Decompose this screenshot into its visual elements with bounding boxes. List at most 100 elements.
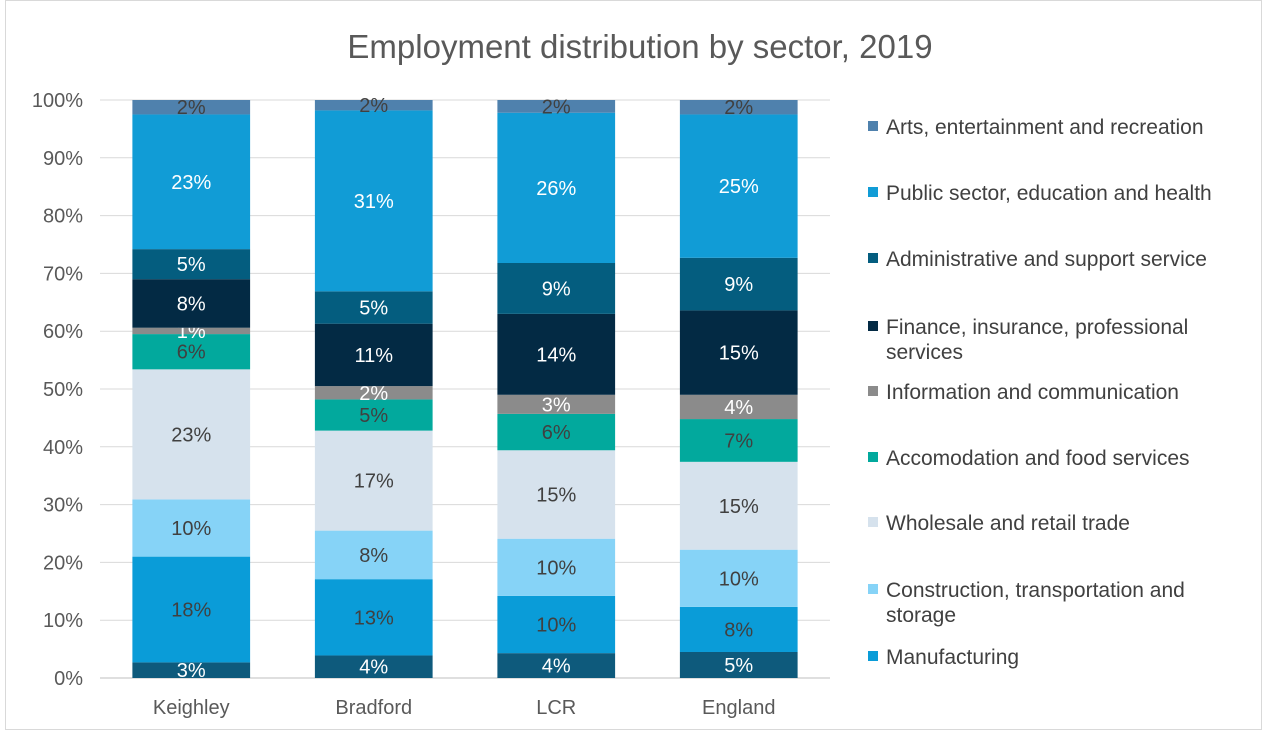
legend-label: Manufacturing [886, 646, 1019, 669]
legend-item: Manufacturing [868, 646, 1019, 669]
legend-swatch [868, 253, 878, 263]
bar-segment [314, 386, 433, 400]
legend-item: Arts, entertainment and recreation [868, 116, 1204, 139]
data-label: 26% [536, 178, 576, 200]
y-tick-label: 80% [43, 206, 83, 228]
x-tick-label: Bradford [335, 697, 412, 719]
bar-segment [314, 110, 433, 292]
y-axis-ticks: 0% 10% 20% 30% 40% 50% 60% 70% 80% 90% 100% [32, 90, 83, 690]
bar-segment [679, 651, 798, 678]
legend-label: storage [886, 604, 956, 627]
data-label: 10% [536, 557, 576, 579]
y-tick-label: 0% [54, 668, 83, 690]
y-tick-label: 90% [43, 148, 83, 170]
data-label: 23% [171, 424, 211, 446]
bar-segment [679, 257, 798, 311]
y-tick-label: 70% [43, 263, 83, 285]
bar-segment [132, 499, 251, 557]
bar-segment [314, 530, 433, 580]
legend-swatch [868, 517, 878, 527]
bar-segment [679, 606, 798, 652]
bar-segment [314, 399, 433, 431]
data-label: 7% [724, 430, 753, 452]
y-tick-label: 10% [43, 610, 83, 632]
bar-segment [497, 413, 616, 451]
bars: 3%18%10%23%6%1%8%5%23%2%4%13%8%17%5%2%11… [132, 95, 798, 682]
legend-label: Information and communication [886, 381, 1179, 404]
data-label: 4% [359, 657, 388, 679]
data-label: 15% [719, 343, 759, 365]
bar-segment [679, 419, 798, 462]
bar-segment [679, 461, 798, 550]
data-label: 4% [542, 656, 571, 678]
bar-segment [679, 310, 798, 395]
data-label: 3% [177, 660, 206, 682]
legend-label: Arts, entertainment and recreation [886, 116, 1204, 139]
data-label: 2% [177, 97, 206, 119]
legend-item: Information and communication [868, 381, 1179, 404]
data-label: 11% [354, 345, 393, 367]
bar-segment [132, 556, 251, 663]
data-label: 5% [724, 655, 753, 677]
x-tick-label: LCR [536, 697, 576, 719]
data-label: 8% [724, 619, 753, 641]
data-label: 5% [177, 254, 206, 276]
x-tick-label: England [702, 697, 775, 719]
bar-segment [314, 579, 433, 656]
legend-item: Wholesale and retail trade [868, 512, 1130, 535]
data-label: 13% [354, 607, 394, 629]
data-label: 10% [536, 615, 576, 637]
y-tick-label: 20% [43, 552, 83, 574]
data-label: 6% [542, 422, 571, 444]
data-label: 5% [359, 298, 388, 320]
data-label: 10% [171, 518, 211, 540]
bar-segment [132, 369, 251, 500]
y-tick-label: 100% [32, 90, 83, 112]
data-label: 5% [359, 405, 388, 427]
bar-segment [497, 538, 616, 596]
data-label: 2% [359, 383, 388, 405]
legend-swatch [868, 321, 878, 331]
data-label: 2% [724, 97, 753, 119]
legend-swatch [868, 386, 878, 396]
bar-segment [497, 653, 616, 678]
data-label: 2% [359, 95, 388, 117]
legend-label: Administrative and support service [886, 248, 1207, 271]
data-label: 15% [719, 496, 759, 518]
legend: Arts, entertainment and recreation Public… [868, 116, 1212, 669]
legend-label: services [886, 341, 963, 364]
bar-segment [679, 394, 798, 420]
x-axis-ticks: Keighley Bradford LCR England [153, 697, 776, 719]
legend-swatch [868, 187, 878, 197]
data-label: 18% [171, 600, 211, 622]
bar-segment [132, 100, 251, 115]
data-label: 4% [724, 397, 753, 419]
legend-swatch [868, 584, 878, 594]
bar-segment [132, 334, 251, 370]
y-tick-label: 30% [43, 495, 83, 517]
bar-segment [314, 655, 433, 678]
y-tick-label: 40% [43, 437, 83, 459]
data-label: 6% [177, 342, 206, 364]
bar-segment [314, 430, 433, 531]
data-label: 8% [359, 545, 388, 567]
legend-item: Administrative and support service [868, 248, 1207, 271]
data-label: 14% [536, 344, 576, 366]
x-tick-label: Keighley [153, 697, 230, 719]
bar-segment [497, 313, 616, 395]
legend-swatch [868, 121, 878, 131]
data-label: 23% [171, 172, 211, 194]
chart-title: Employment distribution by sector, 2019 [347, 28, 932, 65]
bar-segment [679, 114, 798, 258]
bar-segment [497, 100, 616, 113]
bar-segment [497, 112, 616, 263]
bar-segment [497, 394, 616, 414]
bar-segment [132, 279, 251, 328]
bar-segment [314, 323, 433, 387]
legend-swatch [868, 452, 878, 462]
bar-segment [314, 100, 433, 111]
data-label: 10% [719, 568, 759, 590]
